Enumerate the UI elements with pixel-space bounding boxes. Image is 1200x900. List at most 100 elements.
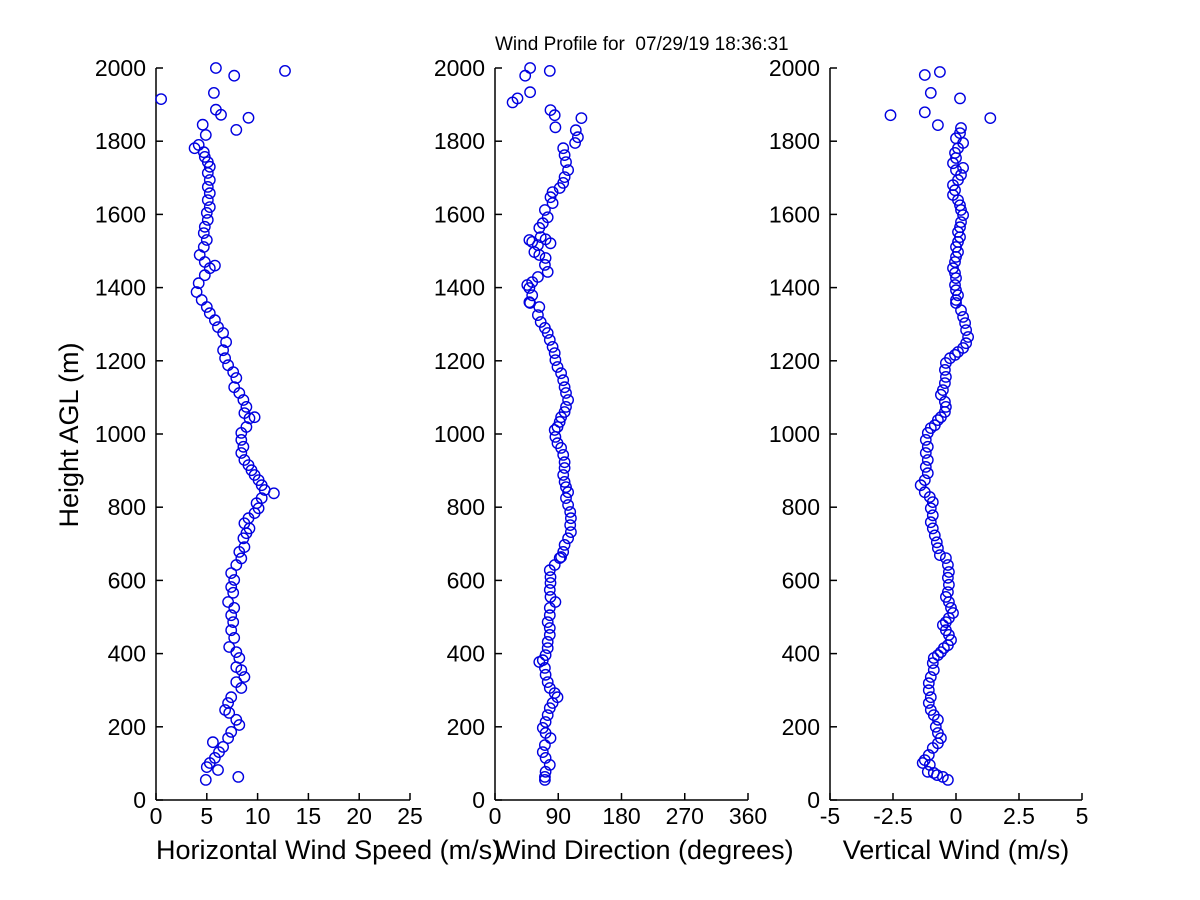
y-tick-label: 800 <box>447 494 485 520</box>
y-tick-label: 800 <box>108 494 146 520</box>
data-point <box>942 586 954 598</box>
data-point <box>564 519 577 531</box>
data-point <box>209 103 222 116</box>
data-point <box>569 124 582 137</box>
data-point <box>155 93 168 106</box>
data-point <box>539 771 551 783</box>
y-axis-label-height-agl: Height AGL (m) <box>54 342 84 528</box>
data-point <box>955 304 967 317</box>
data-point <box>937 619 949 631</box>
data-point <box>950 164 962 177</box>
x-tick-label: 25 <box>397 803 423 829</box>
data-point <box>201 180 214 193</box>
data-point <box>539 204 551 216</box>
y-tick-label: 200 <box>447 714 485 740</box>
data-point <box>546 197 559 210</box>
data-point <box>560 387 572 399</box>
y-tick-label: 1800 <box>769 128 820 154</box>
data-point <box>198 150 211 163</box>
data-point <box>940 552 952 564</box>
data-point <box>543 333 556 346</box>
data-point <box>950 284 962 297</box>
x-tick-label: 5 <box>1076 803 1089 829</box>
data-point <box>955 122 967 134</box>
data-point <box>562 532 574 545</box>
data-point <box>203 201 216 214</box>
data-point <box>557 176 570 189</box>
data-point <box>217 741 230 753</box>
data-point <box>228 69 241 82</box>
y-tick-label: 0 <box>472 787 485 813</box>
y-tick-label: 1400 <box>769 275 820 301</box>
data-point <box>227 366 240 378</box>
y-tick-label: 1800 <box>95 128 146 154</box>
data-point <box>564 506 577 518</box>
data-point <box>932 119 944 132</box>
data-point <box>926 509 939 522</box>
x-axis-label-vertical-wind: Vertical Wind (m/s) <box>842 835 1070 865</box>
data-point <box>198 220 211 233</box>
data-point <box>543 609 556 622</box>
y-tick-label: 1000 <box>769 421 820 447</box>
data-point <box>543 602 556 614</box>
data-point <box>541 709 554 721</box>
data-point <box>928 529 941 542</box>
data-point <box>919 433 932 446</box>
data-point <box>541 642 554 654</box>
data-point <box>238 454 251 466</box>
data-point <box>228 602 241 614</box>
x-tick-label: 0 <box>150 803 163 829</box>
x-tick-label: 180 <box>602 803 640 829</box>
data-point <box>569 137 581 149</box>
data-point <box>539 668 552 681</box>
data-point <box>924 691 937 704</box>
data-point <box>198 269 211 282</box>
data-point <box>219 352 232 365</box>
data-point <box>227 616 240 628</box>
data-point <box>524 62 536 74</box>
data-point <box>884 109 897 122</box>
data-point <box>541 636 554 648</box>
y-tick-label: 400 <box>447 641 485 667</box>
data-point <box>924 516 937 529</box>
data-point <box>208 314 221 327</box>
data-point <box>557 448 570 461</box>
data-point <box>960 324 972 336</box>
data-point <box>932 727 944 739</box>
data-point <box>237 440 250 453</box>
data-point <box>544 191 557 204</box>
data-point <box>555 367 567 380</box>
data-point <box>227 586 240 599</box>
data-point <box>196 118 209 131</box>
data-point <box>223 641 236 653</box>
data-point <box>544 104 557 117</box>
data-point <box>562 499 574 511</box>
data-point <box>551 437 564 450</box>
data-point <box>279 65 291 77</box>
x-tick-label: 20 <box>346 803 372 829</box>
data-point <box>934 549 946 561</box>
data-point <box>558 171 571 184</box>
data-point <box>543 629 556 641</box>
data-point <box>984 112 997 125</box>
data-point <box>962 331 974 343</box>
y-tick-label: 200 <box>108 714 146 740</box>
data-point <box>238 671 251 683</box>
data-point <box>940 400 952 413</box>
data-point <box>557 374 570 387</box>
data-point <box>225 624 238 637</box>
x-tick-label: 2.5 <box>1003 803 1035 829</box>
data-point <box>225 581 238 593</box>
data-point <box>943 578 955 591</box>
data-point <box>225 609 238 622</box>
data-point <box>242 111 255 124</box>
x-tick-label: 270 <box>666 803 704 829</box>
data-point <box>526 289 539 302</box>
y-tick-label: 600 <box>108 567 146 593</box>
data-point <box>949 348 961 361</box>
y-tick-label: 0 <box>133 787 146 813</box>
data-point <box>560 400 572 413</box>
data-point <box>551 361 564 373</box>
data-point <box>255 492 268 504</box>
